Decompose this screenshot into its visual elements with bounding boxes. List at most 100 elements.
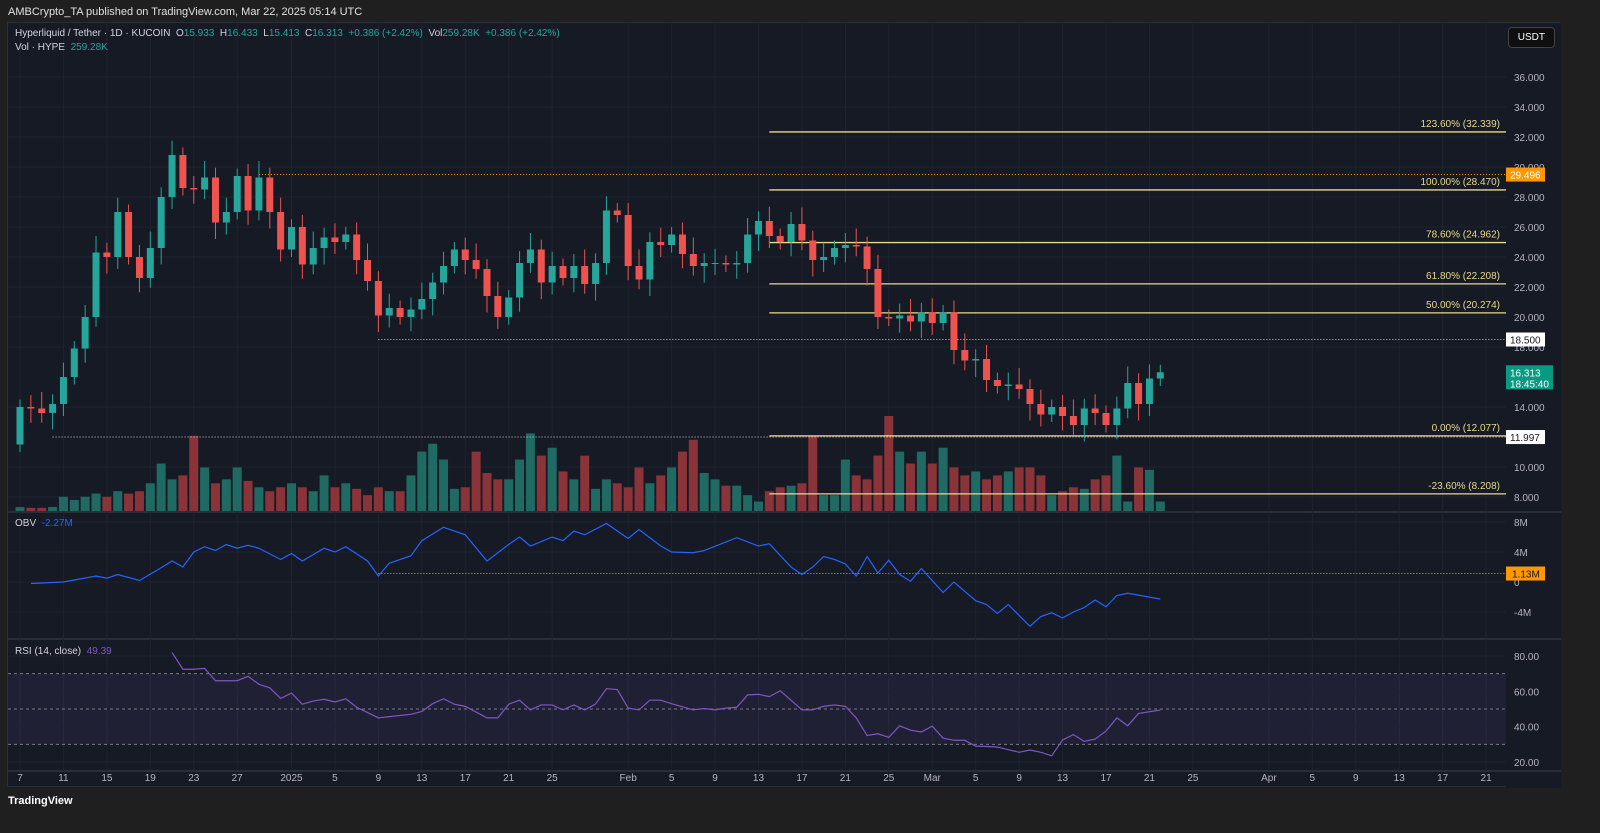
candle xyxy=(222,197,230,235)
price-tick-label: 10.000 xyxy=(1514,463,1545,474)
candle xyxy=(820,242,828,272)
price-axis xyxy=(1506,23,1561,788)
candle xyxy=(59,362,67,416)
candle xyxy=(364,243,372,291)
volume-bar xyxy=(482,473,492,511)
volume-bar xyxy=(753,501,763,511)
volume-bar xyxy=(449,488,459,511)
candle xyxy=(353,222,361,275)
volume-bar xyxy=(677,451,687,511)
volume-bar xyxy=(525,433,535,511)
price-tick-label: 36.000 xyxy=(1514,73,1545,84)
volume-bar xyxy=(808,435,818,511)
volume-bar xyxy=(743,495,753,511)
candle-body xyxy=(1059,407,1067,416)
candle-body xyxy=(1004,384,1012,386)
volume-bar xyxy=(384,491,394,511)
candle xyxy=(993,372,1001,394)
fib-level-label: 61.80% (22.208) xyxy=(1426,271,1500,282)
volume-bar xyxy=(721,485,731,511)
volume-bar xyxy=(927,463,937,511)
candle-body xyxy=(711,263,719,264)
volume-bar xyxy=(406,475,416,511)
candle xyxy=(157,187,165,265)
candle xyxy=(168,140,176,209)
price-label: 16.313 xyxy=(1510,368,1541,379)
time-tick-label: Feb xyxy=(620,773,638,784)
obv-legend: OBV -2.27M xyxy=(15,518,73,529)
volume-bar xyxy=(1144,469,1154,511)
candle-body xyxy=(1113,408,1121,425)
volume-bar xyxy=(591,488,601,511)
volume-bar xyxy=(775,487,785,511)
price-tick-label: 22.000 xyxy=(1514,283,1545,294)
chart-frame[interactable]: 36.00034.00032.00030.00028.00026.00024.0… xyxy=(7,22,1561,788)
candle xyxy=(613,203,621,223)
candle xyxy=(602,196,610,275)
volume-bar xyxy=(786,485,796,511)
candle xyxy=(494,281,502,329)
candle-body xyxy=(38,408,46,413)
candle-body xyxy=(646,242,654,280)
candle xyxy=(841,233,849,263)
volume-bar xyxy=(460,487,470,511)
candle xyxy=(179,147,187,196)
price-tick-label: 26.000 xyxy=(1514,223,1545,234)
time-tick-label: 13 xyxy=(753,773,765,784)
candle-body xyxy=(570,266,578,278)
candle xyxy=(342,227,350,250)
candle xyxy=(983,344,991,392)
candle xyxy=(526,233,534,273)
volume-bar xyxy=(243,480,253,511)
candle-body xyxy=(885,317,893,319)
candle-body xyxy=(754,221,762,235)
candle xyxy=(907,299,915,332)
time-tick-label: 5 xyxy=(973,773,979,784)
rsi-line xyxy=(171,652,1161,757)
volume-bar xyxy=(949,467,959,511)
volume-bar xyxy=(189,435,199,511)
rsi-tick-label: 80.00 xyxy=(1514,652,1539,663)
candle-body xyxy=(993,380,1001,386)
price-tick-label: 8.000 xyxy=(1514,493,1539,504)
volume-bar xyxy=(417,451,427,511)
candle-body xyxy=(852,245,860,247)
chart-canvas[interactable]: 36.00034.00032.00030.00028.00026.00024.0… xyxy=(8,23,1561,788)
volume-bar xyxy=(1123,501,1133,511)
candle xyxy=(722,255,730,272)
candle xyxy=(646,232,654,296)
candle-body xyxy=(222,212,230,223)
candle-body xyxy=(233,176,241,212)
candle xyxy=(233,168,241,220)
candle xyxy=(1135,373,1143,421)
price-label-box xyxy=(1506,167,1545,182)
candle-body xyxy=(505,297,513,317)
candle xyxy=(972,349,980,377)
candle xyxy=(49,394,57,430)
candle-body xyxy=(972,359,980,361)
candle xyxy=(483,259,491,313)
currency-button[interactable]: USDT xyxy=(1507,27,1555,48)
candle-body xyxy=(49,404,57,413)
candle-body xyxy=(950,312,958,350)
candle xyxy=(288,219,295,257)
candle-body xyxy=(689,254,697,266)
volume-bar xyxy=(124,493,134,511)
time-tick-label: 5 xyxy=(1310,773,1316,784)
tradingview-logo[interactable]: TradingView xyxy=(8,795,73,807)
volume-bar xyxy=(69,499,79,511)
volume-bar xyxy=(580,455,590,511)
candle xyxy=(244,164,252,225)
candle-body xyxy=(320,237,328,248)
symbol-legend: Hyperliquid / Tether · 1D · KUCOIN O15.9… xyxy=(15,28,560,39)
symbol-name[interactable]: Hyperliquid / Tether · 1D · KUCOIN xyxy=(15,28,171,39)
price-label-box xyxy=(1506,332,1545,347)
price-tick-label: 28.000 xyxy=(1514,193,1545,204)
candle-body xyxy=(125,212,133,257)
candle-body xyxy=(277,212,285,250)
candle xyxy=(92,236,100,327)
candle xyxy=(939,305,947,331)
candle-body xyxy=(831,248,838,257)
candle-body xyxy=(374,281,382,316)
candle xyxy=(678,222,686,269)
